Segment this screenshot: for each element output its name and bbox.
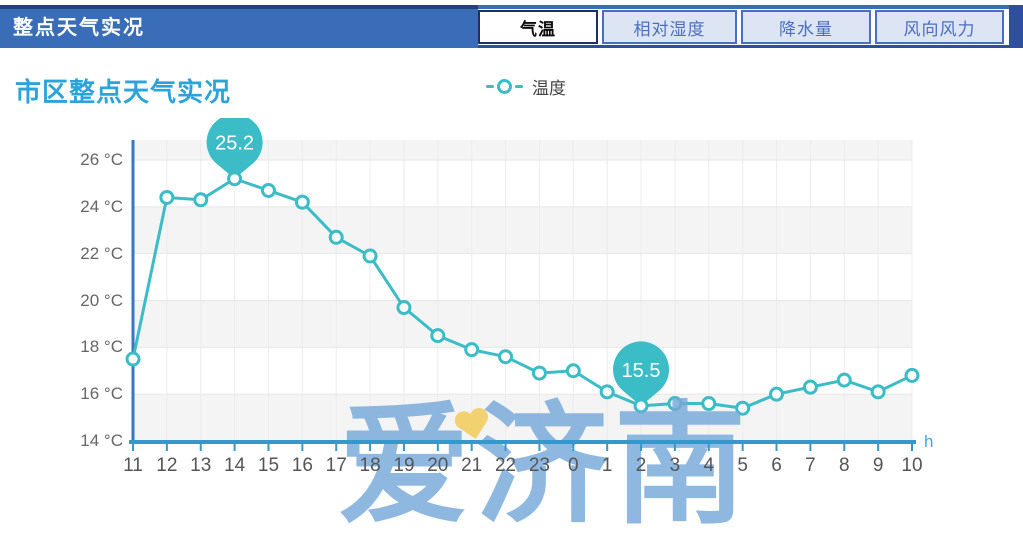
data-point-marker — [125, 351, 141, 367]
data-point-marker — [836, 372, 852, 388]
legend-line-icon — [486, 84, 494, 88]
x-axis-label: 10 — [901, 455, 923, 476]
band — [133, 394, 912, 441]
y-axis-label: 16 °C — [80, 384, 123, 404]
data-point-marker — [294, 194, 310, 210]
x-axis-label: 22 — [494, 455, 517, 476]
x-axis-label: 4 — [703, 455, 715, 476]
data-point-marker — [735, 400, 751, 416]
data-point-marker — [227, 171, 243, 187]
band — [133, 206, 912, 254]
top-bar-right-block — [1009, 5, 1023, 48]
x-axis-label: 5 — [737, 455, 748, 476]
tab-temperature[interactable]: 气温 — [478, 10, 598, 44]
y-axis-label: 14 °C — [80, 431, 123, 450]
data-point-marker — [870, 384, 886, 400]
x-axis-label: 13 — [190, 455, 212, 476]
y-axis-label: 18 °C — [80, 337, 123, 357]
annotation-label: 25.2 — [215, 133, 254, 155]
legend-marker-icon — [497, 78, 512, 94]
tab-bar: 气温 相对湿度 降水量 风向风力 — [478, 5, 1009, 48]
x-axis-unit-label: h — [924, 432, 933, 451]
band — [133, 140, 912, 160]
data-point-marker — [498, 349, 514, 365]
y-axis-label: 24 °C — [80, 196, 123, 216]
y-axis-label: 20 °C — [80, 290, 123, 310]
data-point-marker — [904, 367, 920, 383]
y-axis-label: 26 °C — [80, 150, 123, 169]
legend-label: 温度 — [532, 78, 566, 98]
legend-line-icon — [515, 84, 523, 88]
x-axis-label: 19 — [393, 455, 415, 476]
data-point-marker — [464, 342, 480, 358]
x-axis-label: 21 — [461, 455, 483, 476]
x-axis-label: 18 — [359, 455, 381, 476]
x-axis-label: 23 — [528, 455, 550, 476]
tab-wind[interactable]: 风向风力 — [875, 10, 1004, 44]
band — [133, 347, 912, 395]
x-axis-label: 9 — [872, 455, 884, 476]
data-point-marker — [396, 300, 412, 316]
annotation-label: 15.5 — [622, 360, 661, 382]
x-axis-label: 17 — [325, 455, 347, 476]
data-point-marker — [701, 396, 717, 412]
temperature-chart: 25.2 15.5 14 °C 16 °C 18 °C 20 °C 22 °C 24 °C 2… — [0, 118, 1023, 528]
data-point-marker — [531, 365, 547, 381]
x-axis-label: 20 — [427, 455, 449, 476]
data-point-marker — [769, 386, 785, 402]
band — [133, 160, 912, 207]
x-axis-label: 12 — [156, 455, 178, 476]
y-axis-label: 22 °C — [80, 243, 123, 263]
x-axis-label: 16 — [291, 455, 313, 476]
page-title: 整点天气实况 — [13, 17, 145, 39]
x-axis-label: 8 — [838, 455, 850, 476]
data-point-marker — [193, 192, 209, 208]
data-point-marker — [362, 248, 378, 264]
x-axis-label: 1 — [601, 455, 613, 476]
x-axis-label: 6 — [771, 455, 782, 476]
x-axis-label: 14 — [224, 455, 246, 476]
x-axis-layer: h — [129, 432, 933, 451]
x-axis-label: 11 — [123, 455, 143, 476]
data-point-marker — [599, 384, 615, 400]
x-axis-label: 7 — [805, 455, 816, 476]
x-axis-label: 15 — [257, 455, 280, 476]
tab-relative-humidity[interactable]: 相对湿度 — [602, 10, 737, 44]
watermark: 爱济南 — [338, 392, 752, 539]
band — [133, 300, 912, 348]
data-point-marker — [633, 398, 649, 414]
annotation-balloon — [206, 118, 263, 179]
chart-plot-layer: 25.2 15.5 — [125, 118, 920, 443]
data-point-marker — [802, 379, 818, 395]
chart-title: 市区整点天气实况 — [15, 77, 232, 107]
top-bar-title-area: 整点天气实况 — [0, 5, 478, 48]
band — [133, 253, 912, 301]
x-axis-label: 3 — [669, 455, 681, 476]
data-point-marker — [565, 363, 581, 379]
annotation-balloon — [613, 341, 670, 406]
data-point-marker — [260, 182, 276, 198]
data-point-marker — [430, 328, 446, 344]
data-point-marker — [328, 229, 344, 245]
x-axis-label: 0 — [568, 455, 579, 476]
data-point-marker — [667, 396, 683, 412]
chart-legend: 温度 — [486, 76, 566, 98]
top-bar: 整点天气实况 气温 相对湿度 降水量 风向风力 — [0, 0, 1023, 48]
x-axis-label: 2 — [635, 455, 647, 476]
data-point-marker — [159, 189, 175, 205]
tab-precipitation[interactable]: 降水量 — [741, 10, 871, 44]
